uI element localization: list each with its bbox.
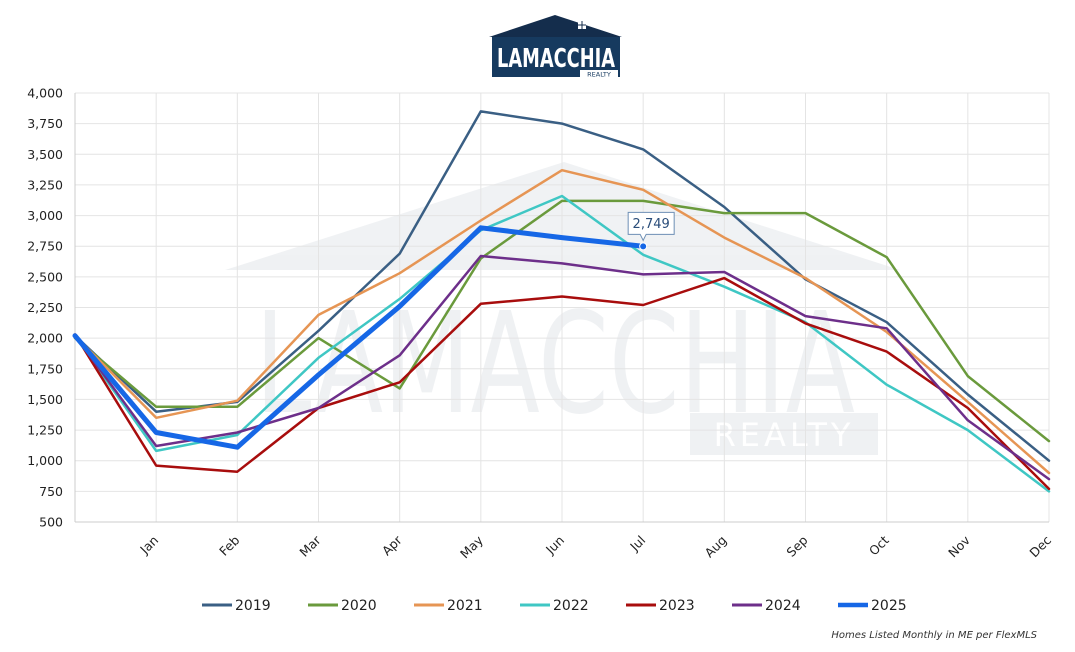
y-tick-label: 4,000 [27, 86, 63, 101]
legend-label: 2020 [341, 598, 377, 614]
gridlines [74, 92, 1050, 523]
y-tick-label: 2,750 [27, 239, 63, 254]
x-tick-label: Sep [783, 532, 810, 559]
x-tick-label: Oct [866, 532, 892, 558]
y-tick-label: 2,250 [27, 300, 63, 315]
legend-label: 2024 [765, 598, 801, 614]
y-tick-label: 1,000 [27, 453, 63, 468]
watermark-sub-plate [690, 413, 878, 455]
logo-sub-text: REALTY [587, 71, 611, 79]
x-tick-label: Apr [379, 532, 406, 559]
legend-label: 2019 [235, 598, 271, 614]
x-tick-label: Jun [542, 533, 567, 558]
x-axis: Jan Feb Mar Apr May Jun Jul Aug Sep Oct Nov Dec [75, 521, 1054, 561]
y-tick-label: 2,500 [27, 269, 63, 284]
company-logo: LAMACCHIA REALTY [489, 15, 622, 79]
legend-label: 2023 [659, 598, 695, 614]
callout-label: 2,749 [633, 217, 670, 232]
x-tick-label: Aug [702, 533, 730, 561]
y-tick-label: 1,250 [27, 423, 63, 438]
series-line-2020 [73, 199, 1051, 443]
x-tick-label: Jan [136, 533, 161, 558]
y-tick-label: 3,500 [27, 147, 63, 162]
logo-sub-plate [580, 70, 618, 78]
legend-label: 2025 [871, 598, 907, 614]
y-axis: 500 750 1,000 1,250 1,500 1,750 2,000 2,250 2,50… [27, 86, 76, 530]
series-line-2023 [73, 276, 1051, 491]
y-tick-label: 3,750 [27, 116, 63, 131]
series-lines [72, 110, 1051, 493]
watermark-wordmark: LAMACCHIA [255, 283, 855, 446]
x-tick-label: May [457, 532, 486, 561]
series-line-2025 [72, 225, 646, 450]
x-tick-label: Mar [296, 532, 324, 560]
legend: 2019 2020 2021 2022 2023 2024 2025 [202, 598, 907, 614]
y-tick-label: 500 [39, 515, 63, 530]
y-tick-label: 750 [39, 484, 63, 499]
logo-roof [489, 15, 622, 37]
y-tick-label: 3,000 [27, 208, 63, 223]
x-tick-label: Jul [626, 533, 648, 555]
watermark-sub-text: REALTY [714, 416, 855, 454]
series-line-2024 [73, 254, 1051, 481]
legend-label: 2022 [553, 598, 589, 614]
y-tick-label: 3,250 [27, 177, 63, 192]
series-line-2022 [73, 194, 1051, 493]
callout-box [627, 211, 675, 242]
y-tick-label: 1,500 [27, 392, 63, 407]
data-callout: 2,749 [627, 211, 675, 251]
y-tick-label: 1,750 [27, 361, 63, 376]
callout-point [639, 242, 648, 251]
x-tick-label: Feb [216, 532, 242, 558]
legend-label: 2021 [447, 598, 483, 614]
x-tick-label: Nov [945, 532, 973, 560]
series-line-2021 [73, 168, 1051, 475]
logo-wordmark: LAMACCHIA [497, 44, 615, 74]
source-note: Homes Listed Monthly in ME per FlexMLS [831, 630, 1037, 641]
y-tick-label: 2,000 [27, 331, 63, 346]
x-tick-label: Dec [1026, 532, 1054, 560]
